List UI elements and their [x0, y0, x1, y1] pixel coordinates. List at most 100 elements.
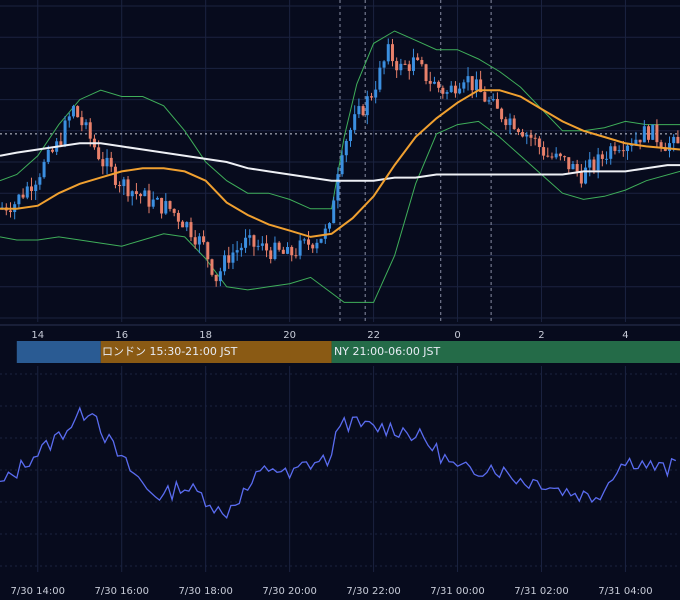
fast-moving-average [0, 89, 680, 238]
candle-body [239, 247, 243, 251]
candle-body [651, 124, 655, 140]
candle-body [558, 153, 562, 157]
session-label-london: ロンドン 15:30-21:00 JST [102, 345, 238, 358]
candle-body [336, 174, 340, 201]
candle-body [8, 210, 12, 213]
candle-body [668, 143, 672, 151]
candle-body [252, 235, 256, 247]
candle-body [76, 106, 80, 118]
candle-body [676, 136, 680, 144]
candle-body [567, 157, 571, 170]
candle-body [407, 64, 411, 71]
candle-body [500, 108, 504, 120]
candle-body [424, 64, 428, 81]
candle-body [483, 92, 487, 102]
candle-body [269, 250, 273, 259]
candle-body [328, 223, 332, 229]
candle-body [521, 132, 525, 137]
candle-body [160, 197, 164, 214]
candle-body [172, 208, 176, 213]
candle-body [244, 237, 248, 248]
candle-body [307, 239, 311, 245]
candle-body [38, 177, 42, 185]
candle-body [206, 242, 210, 260]
price-axis-tick-label: 4 [622, 330, 628, 341]
candle-body [59, 141, 63, 145]
candle-body [672, 136, 676, 144]
session-block [100, 341, 332, 363]
candle-body [470, 76, 474, 91]
price-axis-tick-label: 16 [115, 330, 128, 341]
candle-body [554, 153, 558, 158]
candle-body [340, 155, 344, 175]
candle-body [344, 140, 348, 156]
oscillator-line [0, 406, 677, 519]
candle-body [71, 106, 75, 117]
candle-body [462, 82, 466, 89]
candle-body [109, 157, 113, 167]
candle-body [588, 159, 592, 168]
candle-body [466, 76, 470, 83]
candle-body [575, 164, 579, 172]
candle-body [474, 79, 478, 91]
candle-body [147, 190, 151, 207]
candle-body [197, 236, 201, 245]
candle-body [550, 156, 554, 158]
candle-body [369, 96, 373, 98]
candle-body [386, 44, 390, 62]
candle-body [319, 238, 323, 243]
candle-body [273, 242, 277, 259]
candle-body [533, 137, 537, 139]
oscillator-grid [0, 366, 680, 572]
candle-body [626, 145, 630, 152]
candle-body [495, 98, 499, 109]
price-panel[interactable] [0, 0, 680, 322]
candle-body [151, 199, 155, 207]
candle-body [290, 246, 294, 256]
candle-body [537, 138, 541, 148]
candle-body [302, 239, 306, 241]
candle-body [458, 88, 462, 94]
candle-body [210, 259, 214, 275]
candle-body [134, 191, 138, 195]
candle-body [50, 149, 54, 152]
oscillator-axis-tick-label: 7/30 18:00 [178, 586, 232, 597]
candle-body [185, 222, 189, 228]
candle-body [42, 161, 46, 178]
candle-body [281, 249, 285, 254]
candle-body [600, 154, 604, 159]
candle-body [235, 250, 239, 253]
candle-body [584, 167, 588, 184]
candle-body [479, 79, 483, 93]
candle-body [659, 142, 663, 148]
candle-body [113, 166, 117, 185]
candle-body [428, 80, 432, 84]
candle-body [546, 155, 550, 157]
candle-body [592, 159, 596, 171]
slow-moving-average [0, 142, 680, 182]
candle-body [46, 149, 50, 162]
candle-body [189, 222, 193, 238]
candle-body [130, 191, 134, 197]
candle-body [353, 114, 357, 130]
candle-body [332, 200, 336, 224]
session-label-ny: NY 21:00-06:00 JST [334, 345, 441, 358]
candle-body [202, 236, 206, 243]
candle-body [256, 245, 260, 247]
candle-body [176, 212, 180, 222]
candle-body [432, 81, 436, 84]
candle-body [453, 85, 457, 94]
candle-body [441, 87, 445, 94]
candle-body [399, 63, 403, 71]
candle-body [139, 194, 143, 197]
candle-body [21, 194, 25, 198]
candle-body [181, 221, 185, 228]
candle-body [487, 100, 491, 102]
candle-body [365, 96, 369, 116]
price-time-axis: 14 16 18 20 22 0 2 4 [0, 324, 680, 341]
candle-body [542, 147, 546, 156]
price-axis-tick-label: 18 [199, 330, 212, 341]
candle-body [437, 81, 441, 88]
oscillator-panel[interactable] [0, 366, 680, 572]
